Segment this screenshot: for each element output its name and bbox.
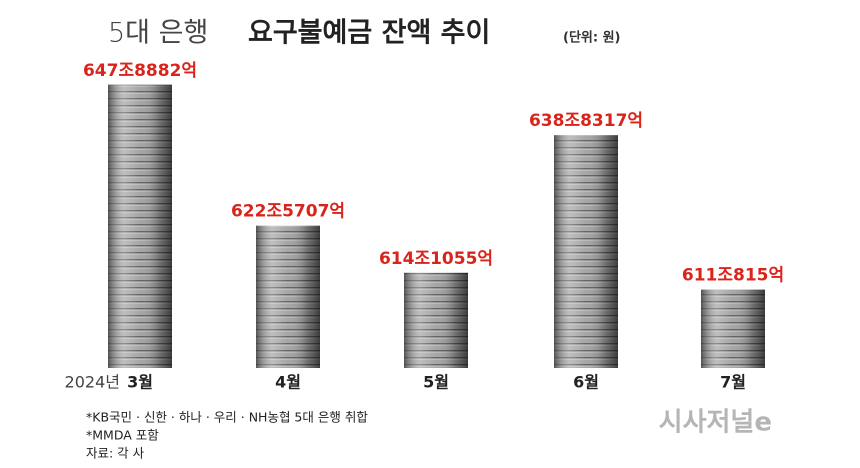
bars: 647조8882억 3월 622조5707억 4월 614조1055억 5월 638조831… [65,61,785,392]
x-tick-label: 6월 [573,373,599,392]
x-tick-label: 4월 [275,373,301,392]
x-tick-label: 3월 [127,373,153,392]
coin-shade [404,272,468,368]
source: 자료: 각 사 [86,446,145,461]
coin-shade [554,135,618,368]
value-label: 611조815억 [682,266,784,286]
note: *MMDA 포함 [86,428,159,443]
coin-shade [701,289,765,368]
value-label: 614조1055억 [379,249,493,269]
logo: 시사저널e [659,408,772,438]
chart-title: 요구불예금 잔액 추이 [248,18,490,49]
coin-shade [108,84,172,368]
note: *KB국민 · 신한 · 하나 · 우리 · NH농협 5대 은행 취합 [86,410,368,425]
value-label: 622조5707억 [231,202,345,222]
coin-shade [256,225,320,368]
year-label: 2024년 [65,373,120,392]
x-tick-label: 5월 [423,373,449,392]
value-label: 638조8317억 [529,111,643,131]
subtitle: (단위: 원) [563,30,621,46]
title-light: 5대 은행 [108,18,208,49]
value-label: 647조8882억 [83,61,197,81]
x-tick-label: 7월 [720,373,746,392]
